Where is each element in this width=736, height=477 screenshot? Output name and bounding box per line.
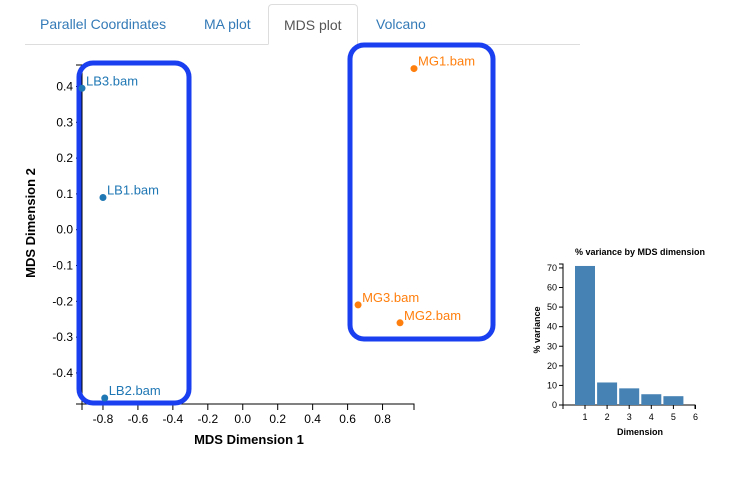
bar-y-tick-label: 60 <box>547 283 557 293</box>
x-axis-line <box>81 403 415 410</box>
mds-point-label: LB3.bam <box>86 73 138 88</box>
bar-y-axis-label: % variance <box>532 306 542 353</box>
bar-x-axis-label: Dimension <box>617 427 663 437</box>
bar-y-tick-label: 30 <box>547 341 557 351</box>
bar-x-tick-label: 2 <box>605 412 610 422</box>
bar-y-tick-label: 0 <box>552 400 557 410</box>
y-tick-label: -0.1 <box>52 259 73 273</box>
y-tick-label: 0.2 <box>56 151 73 165</box>
x-tick-label: 0.4 <box>304 412 321 426</box>
y-tick-label: 0.3 <box>56 115 73 129</box>
bar-x-tick-label: 4 <box>649 412 654 422</box>
tab-ma-plot[interactable]: MA plot <box>204 16 251 32</box>
x-tick-label: -0.4 <box>163 412 184 426</box>
bar-x-tick-label: 6 <box>693 412 698 422</box>
tab-volcano[interactable]: Volcano <box>376 16 426 32</box>
x-tick-label: 0.6 <box>339 412 356 426</box>
x-tick-label: -0.6 <box>128 412 149 426</box>
tab-bar: Parallel Coordinates MA plot MDS plot Vo… <box>25 4 580 45</box>
mds-point-label: MG1.bam <box>418 54 475 69</box>
bar-y-tick-label: 70 <box>547 263 557 273</box>
x-tick-label: 0.0 <box>234 412 251 426</box>
mds-point-mg1-bam[interactable] <box>410 65 418 73</box>
x-tick-label: 0.8 <box>374 412 391 426</box>
bars <box>575 265 684 405</box>
y-tick-label: 0.0 <box>56 223 73 237</box>
variance-bar-2 <box>597 382 618 405</box>
y-tick-label: 0.4 <box>56 79 73 93</box>
variance-bar-3 <box>619 388 640 405</box>
variance-bar-5 <box>663 396 684 405</box>
bar-x-tick-label: 3 <box>627 412 632 422</box>
y-axis-label: MDS Dimension 2 <box>23 168 38 278</box>
x-axis-label: MDS Dimension 1 <box>194 432 304 447</box>
x-tick-label: -0.2 <box>197 412 218 426</box>
bar-chart-title: % variance by MDS dimension <box>575 247 705 257</box>
mds-point-label: MG2.bam <box>404 308 461 323</box>
variance-bar-1 <box>575 265 595 405</box>
x-tick-label: 0.2 <box>269 412 286 426</box>
mds-point-label: LB1.bam <box>107 182 159 197</box>
mds-point-lb2-bam[interactable] <box>101 394 109 402</box>
variance-bar-4 <box>641 394 662 405</box>
mds-point-label: MG3.bam <box>362 290 419 305</box>
mds-points: LB3.bam LB1.bam LB2.bam MG1.bam MG3.bam MG2.b… <box>78 54 475 402</box>
bar-y-tick-label: 40 <box>547 322 557 332</box>
bar-y-tick-label: 50 <box>547 302 557 312</box>
tab-mds-plot[interactable]: MDS plot <box>268 4 358 45</box>
mds-point-mg3-bam[interactable] <box>354 301 362 309</box>
bar-y-tick-label: 20 <box>547 361 557 371</box>
variance-bar-chart: % variance by MDS dimension 0 10 20 30 40 50 6… <box>532 247 705 437</box>
mg-group-highlight-box <box>347 42 496 342</box>
mds-point-lb1-bam[interactable] <box>99 193 107 201</box>
lb-group-highlight-box <box>76 60 192 406</box>
bar-x-tick-label: 5 <box>671 412 676 422</box>
tab-parallel-coordinates[interactable]: Parallel Coordinates <box>40 16 167 32</box>
bar-y-tick-label: 10 <box>547 380 557 390</box>
y-tick-label: 0.1 <box>56 187 73 201</box>
mds-point-mg2-bam[interactable] <box>396 319 404 327</box>
mds-point-lb3-bam[interactable] <box>78 84 86 92</box>
mds-axes: -0.4-0.3-0.2-0.10.00.10.20.30.4-0.8 -0.6-… <box>52 64 415 426</box>
bar-y-axis-line <box>559 263 564 406</box>
group-highlight-boxes <box>76 42 496 406</box>
y-tick-label: -0.4 <box>52 366 73 380</box>
y-tick-label: -0.3 <box>52 330 73 344</box>
x-tick-label: -0.8 <box>93 412 114 426</box>
mds-point-label: LB2.bam <box>109 383 161 398</box>
bar-x-tick-label: 1 <box>582 412 587 422</box>
y-tick-label: -0.2 <box>52 294 73 308</box>
y-axis-line <box>76 64 83 405</box>
